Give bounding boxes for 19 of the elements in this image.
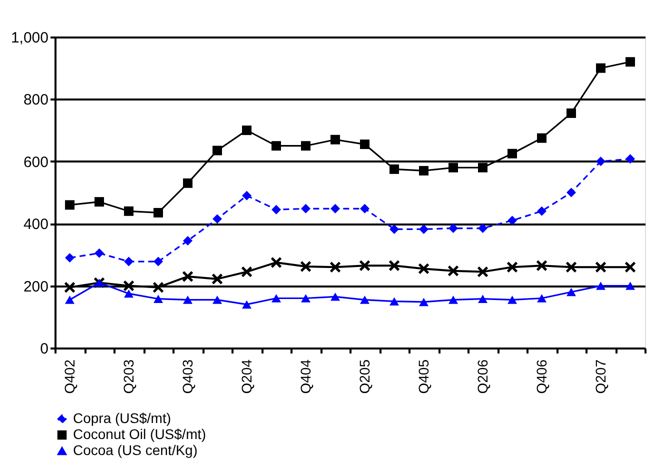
- y-tick-label: 600: [23, 154, 48, 171]
- x-tick-label: Q205: [356, 359, 372, 394]
- y-tick-label: 1,000: [10, 30, 48, 46]
- x-tick-label: Q403: [179, 359, 196, 394]
- x-tick-label: Q404: [297, 359, 314, 394]
- legend-label: Cocoa (US cent/Kg): [73, 442, 198, 458]
- y-tick-label: 400: [23, 216, 48, 234]
- x-tick-label: Q405: [415, 359, 432, 394]
- y-tick-label: 800: [23, 92, 48, 109]
- x-tick-label: Q204: [238, 359, 254, 394]
- x-tick-label: Q402: [61, 359, 78, 394]
- y-tick-label: 200: [23, 278, 48, 296]
- x-tick-label: Q406: [533, 359, 550, 394]
- y-tick-label: 0: [40, 340, 48, 358]
- legend-label: Copra (US$/mt): [73, 410, 172, 426]
- x-tick-label: Q207: [592, 359, 608, 394]
- x-tick-label: Q206: [474, 359, 490, 394]
- legend-label: Coconut Oil (US$/mt): [73, 426, 206, 442]
- x-tick-label: Q203: [120, 359, 136, 394]
